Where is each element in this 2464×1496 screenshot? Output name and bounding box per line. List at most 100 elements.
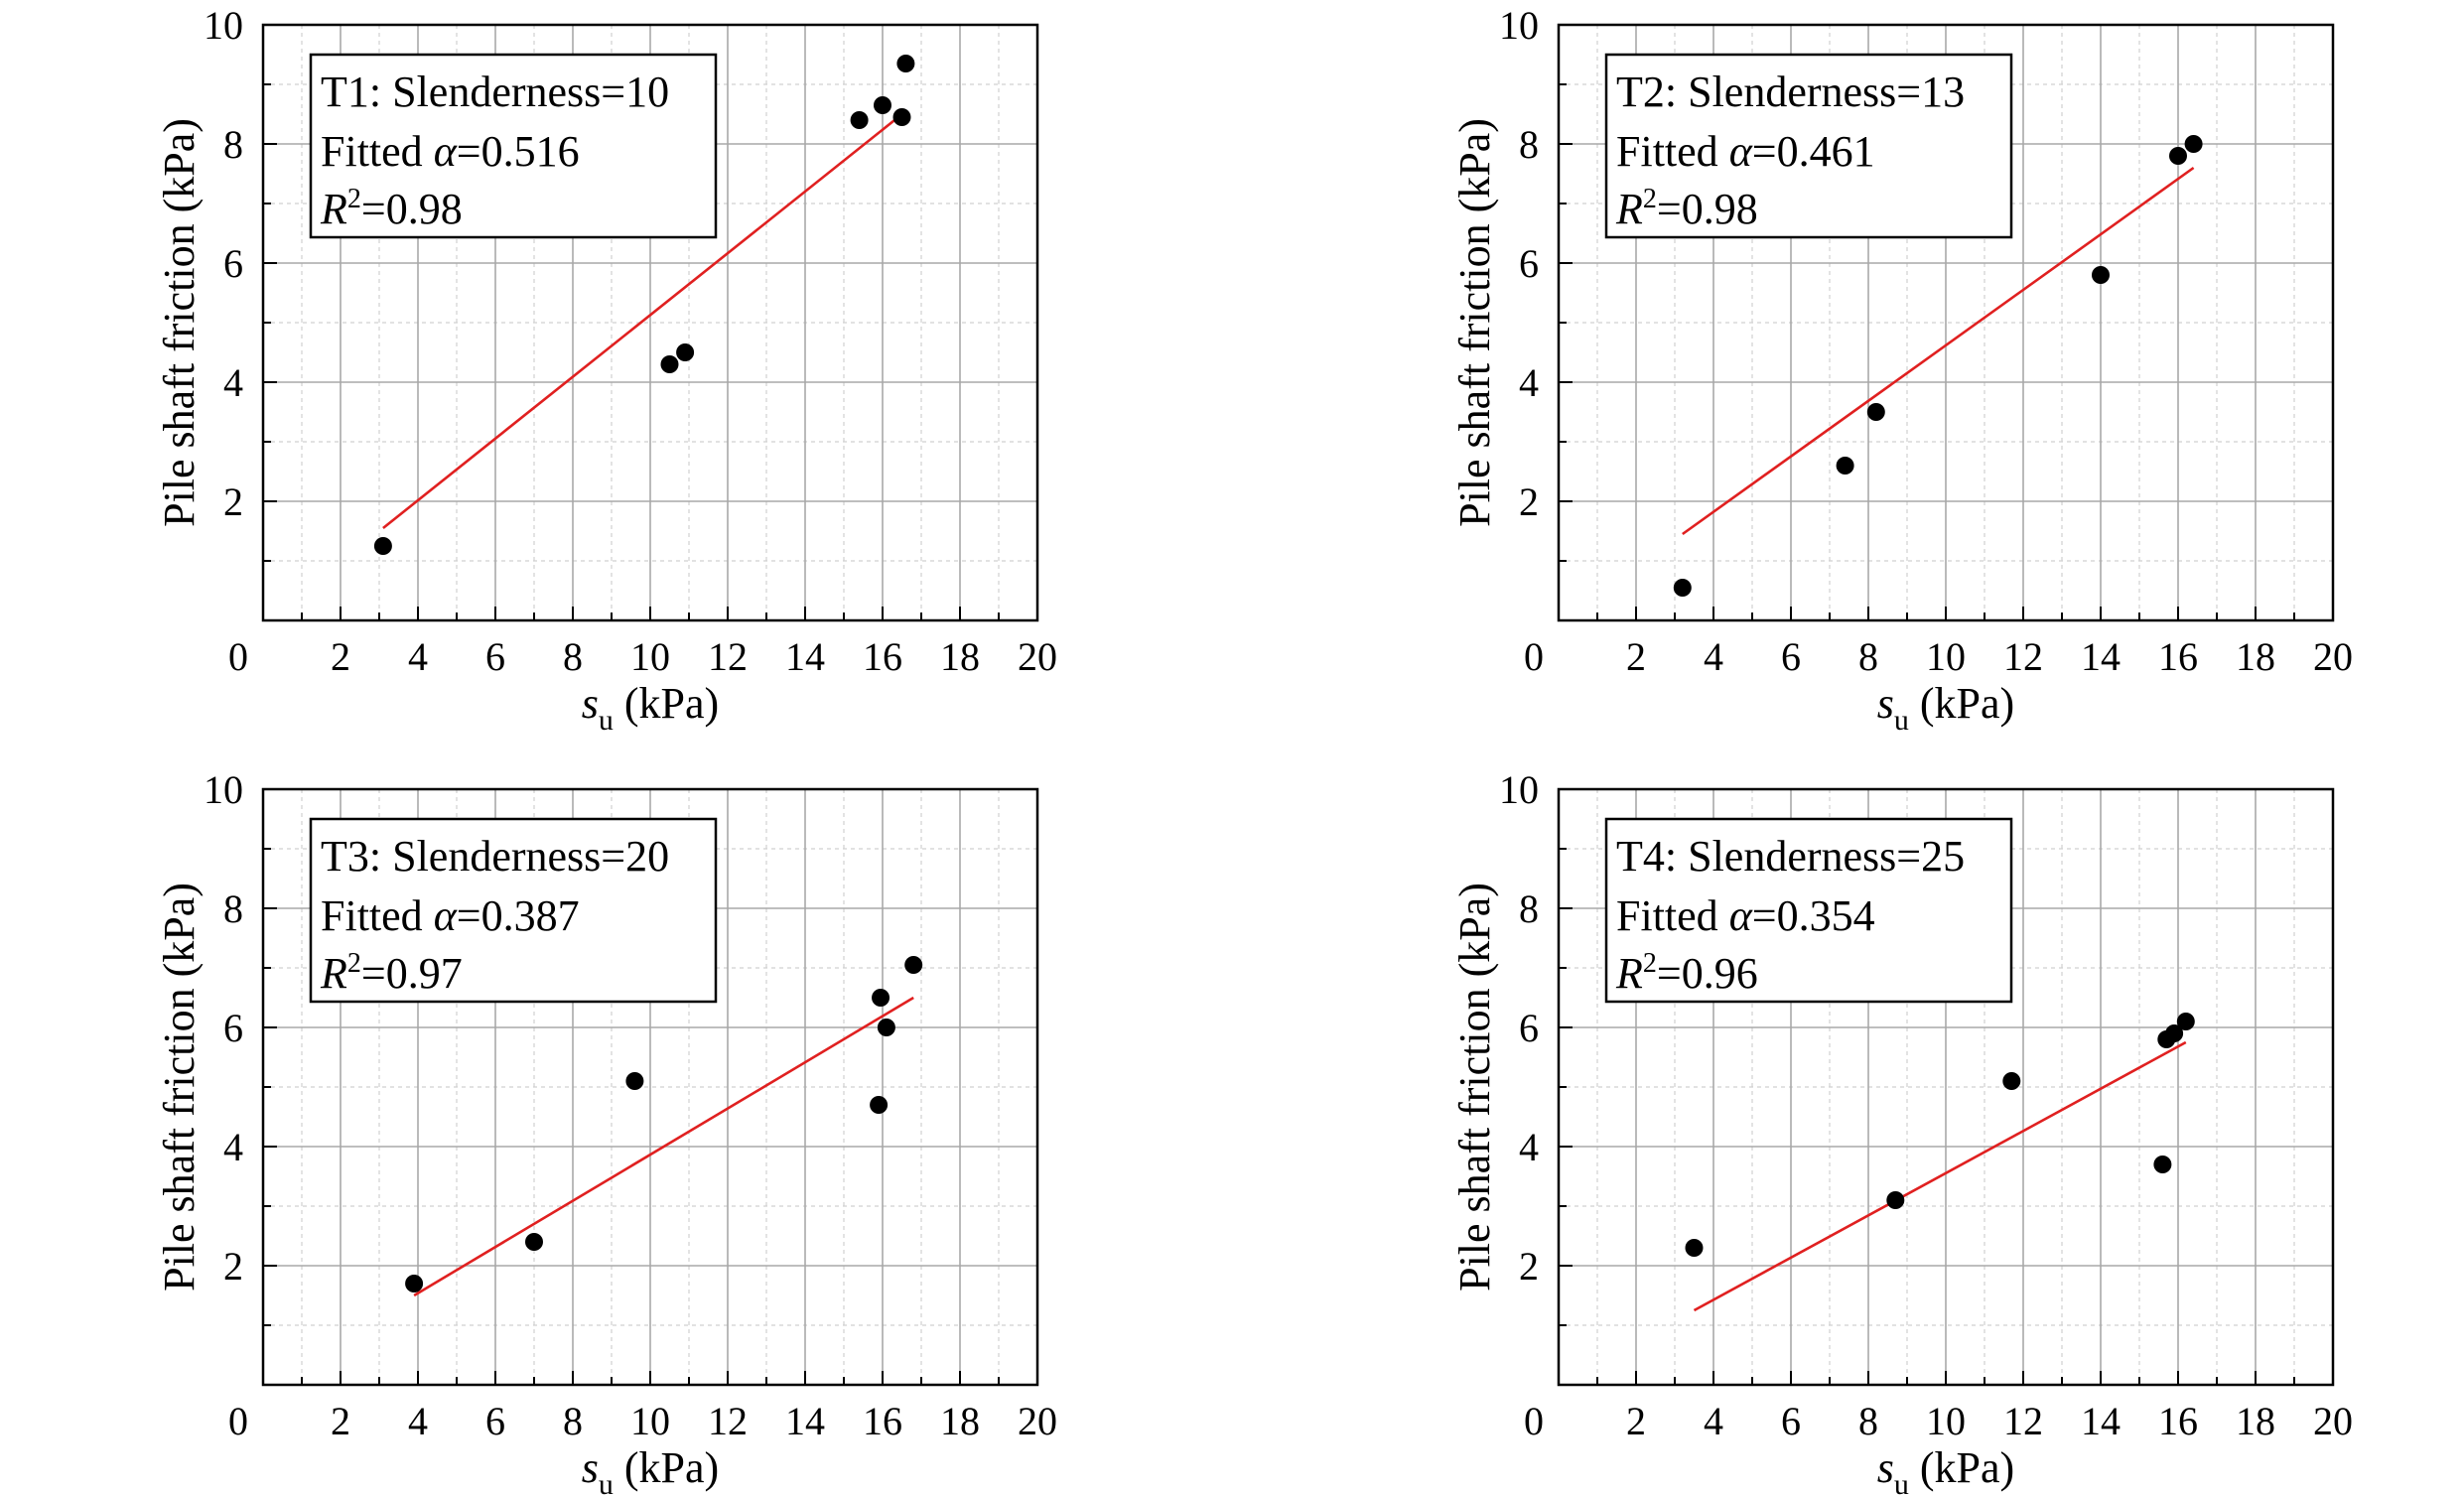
y-tick-label: 2 (223, 1244, 243, 1289)
annotation-r-value: =0.98 (361, 185, 463, 233)
data-point (2176, 1013, 2195, 1030)
data-point (405, 1275, 424, 1292)
annotation-r-value: =0.98 (1657, 185, 1758, 233)
x-tick-label: 0 (1524, 1399, 1544, 1443)
data-point (896, 55, 915, 72)
data-point (2184, 135, 2203, 153)
x-axis-label: su (kPa) (582, 1443, 719, 1496)
y-tick-label-top: 10 (1499, 767, 1539, 812)
data-point (1685, 1239, 1704, 1257)
annotation-title: T2: Slenderness=13 (1616, 68, 1965, 116)
annotation-alpha-value: =0.461 (1752, 127, 1875, 176)
x-tick-label: 16 (863, 1399, 902, 1443)
x-tick-label: 12 (2003, 634, 2043, 679)
x-axis-label-unit: (kPa) (1909, 679, 2014, 728)
x-tick-label: 6 (485, 1399, 505, 1443)
annotation-r-squared: R2=0.98 (320, 184, 463, 233)
x-tick-label: 12 (708, 634, 748, 679)
x-tick-label: 12 (2003, 1399, 2043, 1443)
annotation-r-value: =0.96 (1657, 949, 1758, 998)
x-tick-label: 2 (1626, 1399, 1646, 1443)
y-tick-label-top: 10 (1499, 3, 1539, 48)
annotation-box: T4: Slenderness=25 Fitted α=0.354 R2=0.96 (1604, 817, 2013, 1004)
annotation-fitted-prefix: Fitted (321, 891, 434, 940)
annotation-alpha-value: =0.387 (457, 891, 580, 940)
data-point (877, 1019, 895, 1036)
y-axis-label: Pile shaft friction (kPa) (155, 883, 204, 1292)
data-point (2002, 1072, 2021, 1090)
x-tick-label: 8 (563, 1399, 583, 1443)
fit-line (1682, 166, 2195, 536)
x-tick-label: 18 (940, 1399, 980, 1443)
annotation-r-squared: R2=0.96 (1615, 948, 1758, 998)
annotation-r-exponent: 2 (347, 948, 361, 979)
x-tick-label: 10 (630, 634, 670, 679)
annotation-alpha-symbol: α (1729, 127, 1753, 176)
annotation-r-value: =0.97 (361, 949, 463, 998)
y-tick-label: 8 (1519, 886, 1539, 931)
x-axis-label: su (kPa) (582, 679, 719, 737)
annotation-box: T2: Slenderness=13 Fitted α=0.461 R2=0.98 (1604, 53, 2013, 239)
x-tick-label: 2 (331, 1399, 350, 1443)
x-axis-label-unit: (kPa) (614, 679, 719, 728)
x-axis-label-subscript: u (599, 704, 614, 737)
x-axis-label-unit: (kPa) (1909, 1443, 2014, 1492)
y-tick-label: 4 (223, 1125, 243, 1169)
y-tick-label: 2 (1519, 1244, 1539, 1289)
annotation-r-squared: R2=0.98 (1615, 184, 1758, 233)
annotation-alpha-value: =0.516 (457, 127, 580, 176)
data-point (904, 956, 923, 974)
y-tick-label: 6 (223, 1006, 243, 1050)
x-axis-label-symbol: s (582, 679, 599, 728)
data-point (2165, 1024, 2184, 1042)
annotation-frame (1604, 53, 2013, 239)
x-tick-label: 8 (1858, 1399, 1878, 1443)
data-point (850, 111, 869, 129)
data-point (870, 1096, 889, 1114)
x-tick-label: 4 (408, 1399, 428, 1443)
annotation-title: T3: Slenderness=20 (321, 832, 669, 881)
annotation-r-exponent: 2 (347, 184, 361, 214)
x-axis-label: su (kPa) (1877, 1443, 2014, 1496)
x-tick-label: 0 (1524, 634, 1544, 679)
y-tick-label: 8 (223, 886, 243, 931)
x-tick-label: 20 (2313, 1399, 2353, 1443)
x-tick-label: 10 (1926, 634, 1966, 679)
plot-frame (1557, 23, 2335, 622)
x-axis-label-subscript: u (1894, 704, 1909, 737)
annotation-r-squared: R2=0.97 (320, 948, 463, 998)
y-axis-label: Pile shaft friction (kPa) (155, 118, 204, 527)
annotation-alpha-symbol: α (434, 127, 458, 176)
y-axis-label: Pile shaft friction (kPa) (1450, 118, 1499, 527)
y-tick-label-top: 10 (204, 3, 243, 48)
plot-frame (261, 23, 1039, 622)
y-tick-label: 8 (1519, 122, 1539, 167)
x-tick-label: 18 (2236, 634, 2275, 679)
annotation-fitted-prefix: Fitted (1616, 891, 1729, 940)
x-tick-label: 0 (228, 1399, 248, 1443)
x-tick-label: 16 (863, 634, 902, 679)
data-point (872, 989, 890, 1007)
y-tick-label-top: 10 (204, 767, 243, 812)
x-tick-label: 0 (228, 634, 248, 679)
annotation-fitted-prefix: Fitted (321, 127, 434, 176)
x-tick-label: 4 (1704, 1399, 1723, 1443)
minor-grid (1559, 789, 2333, 1385)
data-point (660, 355, 679, 373)
annotation-r-symbol: R (320, 949, 347, 998)
x-tick-label: 16 (2158, 1399, 2198, 1443)
plot-frame (1557, 787, 2335, 1387)
annotation-r-symbol: R (320, 185, 347, 233)
y-tick-label: 2 (1519, 479, 1539, 524)
y-tick-label: 4 (1519, 1125, 1539, 1169)
x-tick-label: 8 (563, 634, 583, 679)
x-tick-label: 18 (940, 634, 980, 679)
data-point (1836, 457, 1854, 475)
fit-line (382, 109, 907, 530)
y-tick-label: 6 (1519, 1006, 1539, 1050)
data-point (874, 96, 891, 114)
data-point (525, 1233, 543, 1251)
